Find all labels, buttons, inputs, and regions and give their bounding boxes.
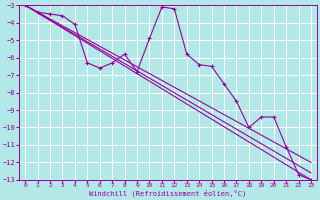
X-axis label: Windchill (Refroidissement éolien,°C): Windchill (Refroidissement éolien,°C) bbox=[90, 190, 247, 197]
